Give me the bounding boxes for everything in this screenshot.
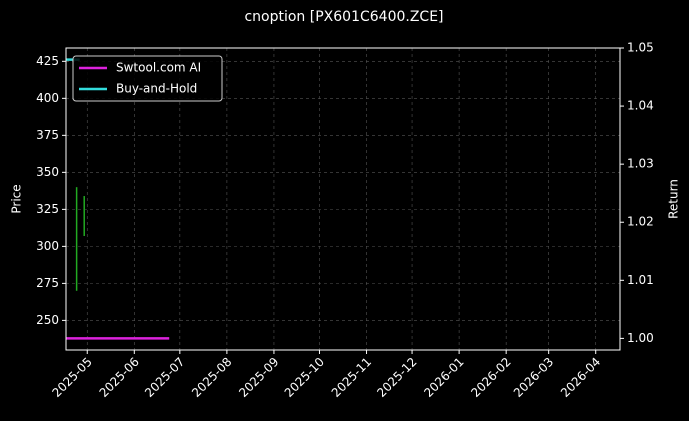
y2-tick-label: 1.01 [627,273,654,287]
legend-label: Swtool.com AI [116,61,201,75]
y-tick-label: 350 [36,165,59,179]
y-tick-label: 400 [36,91,59,105]
y-tick-label: 250 [36,313,59,327]
legend-box [72,55,223,102]
y2-tick-label: 1.02 [627,215,654,229]
y-tick-label: 425 [36,54,59,68]
y-tick-label: 275 [36,276,59,290]
y-tick-label: 300 [36,239,59,253]
y2-axis-label: Return [667,179,681,219]
chart-title: cnoption [PX601C6400.ZCE] [244,9,443,25]
y2-tick-label: 1.03 [627,157,654,171]
y-axis-label: Price [10,184,24,213]
y2-tick-label: 1.00 [627,331,654,345]
y2-tick-label: 1.04 [627,99,654,113]
y-tick-label: 375 [36,128,59,142]
legend-label: Buy-and-Hold [116,82,197,96]
plot-frame [65,47,621,351]
y2-tick-label: 1.05 [627,41,654,55]
y-tick-label: 325 [36,202,59,216]
